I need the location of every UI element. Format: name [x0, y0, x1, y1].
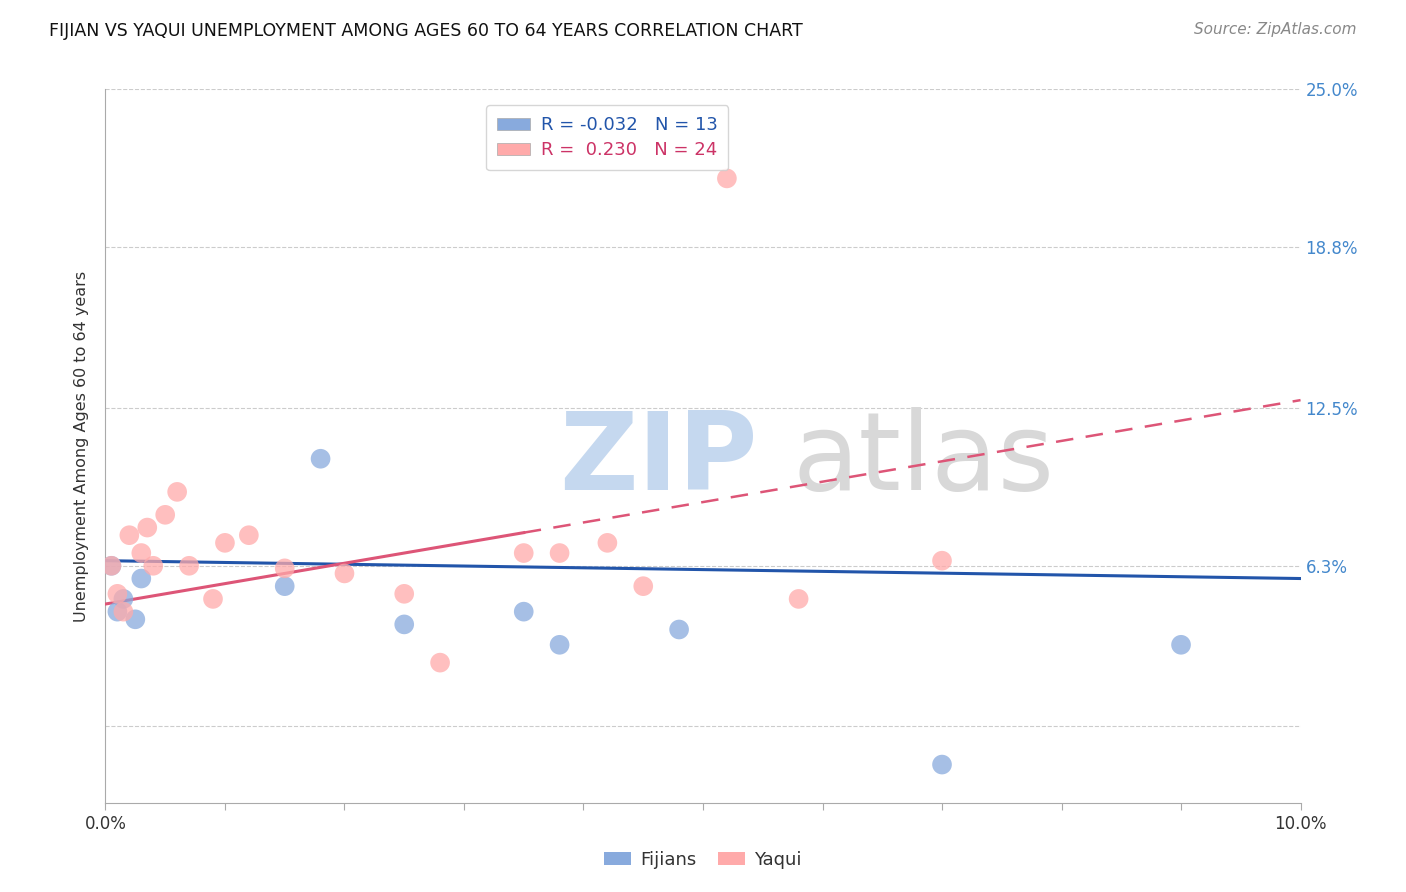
Point: [787, 591, 810, 606]
Text: atlas: atlas: [793, 408, 1054, 513]
Point: [124, 612, 146, 626]
Point: [309, 451, 332, 466]
Text: ZIP: ZIP: [560, 408, 758, 513]
Point: [931, 554, 953, 568]
Point: [142, 558, 165, 573]
Point: [429, 656, 451, 670]
Legend: R = -0.032   N = 13, R =  0.230   N = 24: R = -0.032 N = 13, R = 0.230 N = 24: [486, 105, 728, 170]
Point: [392, 587, 416, 601]
Point: [513, 605, 536, 619]
Legend: Fijians, Yaqui: Fijians, Yaqui: [598, 844, 808, 876]
Point: [668, 623, 690, 637]
Point: [633, 579, 655, 593]
Point: [129, 572, 153, 586]
Point: [931, 757, 953, 772]
Point: [513, 546, 536, 560]
Point: [392, 617, 416, 632]
Point: [153, 508, 177, 522]
Point: [548, 638, 571, 652]
Point: [100, 558, 122, 573]
Point: [100, 558, 122, 573]
Point: [112, 605, 135, 619]
Point: [273, 561, 295, 575]
Point: [136, 520, 159, 534]
Point: [716, 171, 738, 186]
Point: [596, 536, 619, 550]
Point: [333, 566, 356, 581]
Point: [1170, 638, 1192, 652]
Point: [166, 484, 188, 499]
Y-axis label: Unemployment Among Ages 60 to 64 years: Unemployment Among Ages 60 to 64 years: [75, 270, 90, 622]
Point: [112, 591, 135, 606]
Point: [107, 587, 129, 601]
Point: [238, 528, 260, 542]
Point: [177, 558, 200, 573]
Point: [548, 546, 571, 560]
Text: FIJIAN VS YAQUI UNEMPLOYMENT AMONG AGES 60 TO 64 YEARS CORRELATION CHART: FIJIAN VS YAQUI UNEMPLOYMENT AMONG AGES …: [49, 22, 803, 40]
Text: Source: ZipAtlas.com: Source: ZipAtlas.com: [1194, 22, 1357, 37]
Point: [107, 605, 129, 619]
Point: [118, 528, 141, 542]
Point: [214, 536, 236, 550]
Point: [129, 546, 153, 560]
Point: [273, 579, 295, 593]
Point: [202, 591, 225, 606]
